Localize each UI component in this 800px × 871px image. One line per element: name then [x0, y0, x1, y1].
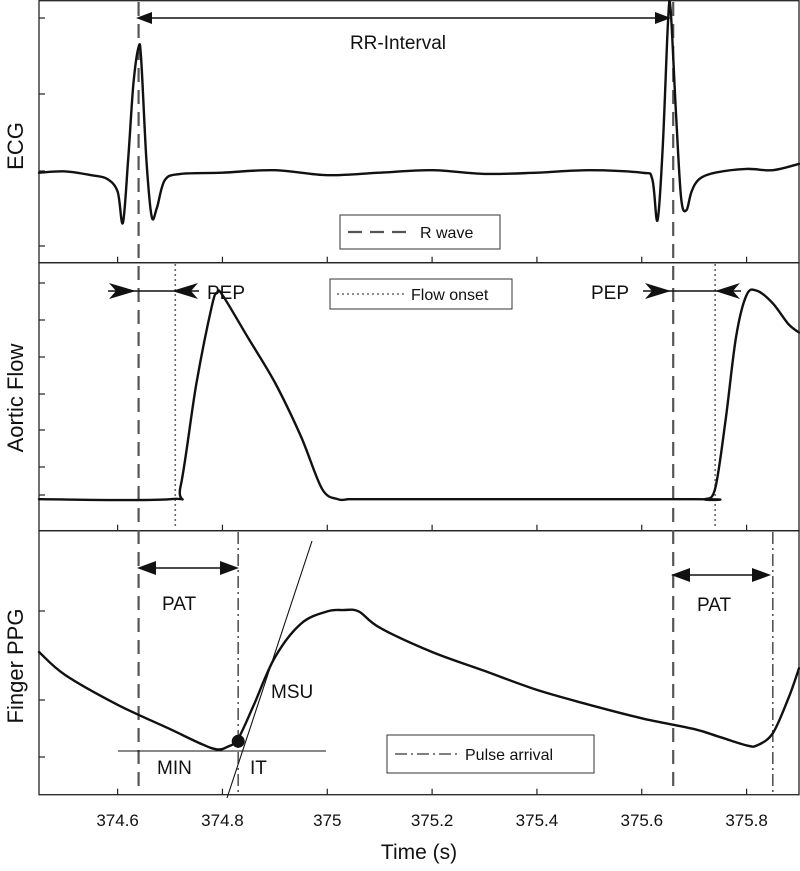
pep-right-label: PEP — [591, 283, 629, 304]
aortic-flow-ylabel: Aortic Flow — [3, 343, 28, 452]
pep-right-arrow — [643, 283, 741, 299]
rr-interval-label: RR-Interval — [350, 33, 446, 54]
msu-label: MSU — [271, 682, 313, 703]
x-tick-label: 375.4 — [516, 811, 559, 830]
pep-left-arrow — [108, 283, 199, 299]
min-label: MIN — [157, 758, 192, 779]
y-ticks — [39, 17, 45, 758]
legend-r-wave-label: R wave — [420, 225, 473, 242]
x-axis-label: Time (s) — [381, 841, 457, 864]
flow-legend: Flow onset — [329, 278, 513, 310]
it-point-marker — [231, 734, 245, 748]
finger-ppg-trace — [37, 608, 800, 751]
x-tick-label: 375.8 — [725, 811, 768, 830]
finger-ppg-panel-frame — [38, 530, 800, 796]
ecg-legend: R wave — [339, 214, 501, 250]
pat-right-arrow — [671, 568, 771, 582]
finger-ppg-ylabel: Finger PPG — [3, 609, 28, 724]
x-tick-label: 375.6 — [620, 811, 663, 830]
x-tick-label: 374.6 — [96, 811, 139, 830]
x-tick-label: 375.2 — [411, 811, 454, 830]
x-tick-label: 375 — [313, 811, 341, 830]
legend-pulse-arrival-label: Pulse arrival — [465, 747, 553, 764]
pat-right-label: PAT — [697, 595, 732, 616]
x-ticks: 374.6 374.8 375 375.2 375.4 375.6 375.8 — [96, 256, 768, 830]
event-lines — [137, 2, 774, 793]
x-tick-label: 374.8 — [201, 811, 244, 830]
aortic-flow-trace — [37, 288, 800, 502]
ecg-ylabel: ECG — [3, 122, 28, 170]
msu-tangent-line — [226, 540, 313, 799]
pat-left-arrow — [137, 561, 239, 575]
rr-interval-arrow — [136, 12, 671, 24]
pep-left-label: PEP — [207, 283, 245, 304]
legend-flow-onset-label: Flow onset — [411, 287, 489, 304]
pat-left-label: PAT — [162, 594, 197, 615]
ecg-trace — [37, 0, 800, 225]
ppg-legend: Pulse arrival — [386, 734, 595, 774]
it-label: IT — [250, 758, 267, 779]
